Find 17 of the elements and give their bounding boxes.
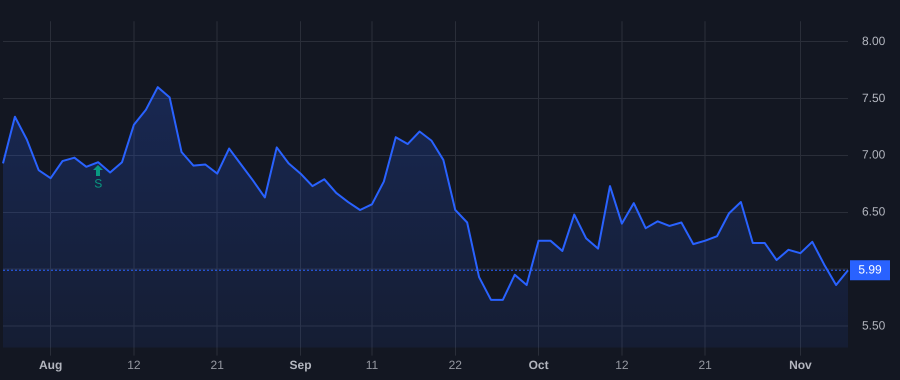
x-tick-label: 22 — [448, 358, 462, 372]
x-tick-label: 21 — [210, 358, 224, 372]
y-tick-label: 7.00 — [862, 148, 886, 162]
x-tick-label: 12 — [127, 358, 141, 372]
ref-line-label: 5.99 — [858, 262, 882, 277]
x-tick-label: Oct — [528, 358, 549, 372]
y-tick-label: 6.50 — [862, 204, 886, 219]
x-tick-label: 11 — [366, 358, 378, 372]
x-tick-label: 21 — [698, 358, 712, 372]
x-tick-label: 12 — [615, 358, 629, 372]
y-tick-label: 8.00 — [862, 34, 886, 48]
y-tick-label: 7.50 — [862, 90, 886, 105]
x-tick-label: Sep — [290, 358, 312, 372]
annotation: S — [94, 176, 102, 191]
x-tick-label: Aug — [38, 358, 62, 372]
x-tick-label: Nov — [789, 358, 812, 372]
y-tick-label: 5.50 — [862, 318, 886, 332]
